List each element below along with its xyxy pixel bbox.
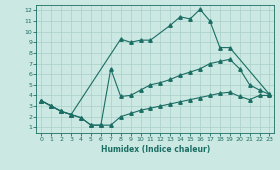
- X-axis label: Humidex (Indice chaleur): Humidex (Indice chaleur): [101, 144, 210, 154]
